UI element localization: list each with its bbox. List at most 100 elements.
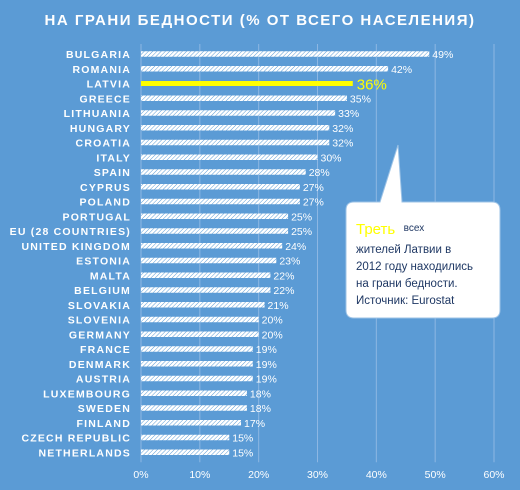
value-label: 27% xyxy=(303,197,324,209)
category-label: SLOVENIA xyxy=(68,315,131,327)
bar-latvia xyxy=(141,81,353,86)
value-label: 25% xyxy=(291,211,312,223)
callout-line-3: 2012 году находились xyxy=(356,261,473,273)
value-label: 19% xyxy=(256,374,277,386)
bar-finland xyxy=(141,420,242,426)
value-label: 24% xyxy=(285,241,306,253)
callout-line-2: жителей Латвии в xyxy=(356,244,451,256)
category-label: ITALY xyxy=(96,152,131,164)
category-label: SWEDEN xyxy=(78,403,131,415)
category-label: CROATIA xyxy=(76,138,131,150)
category-label: LITHUANIA xyxy=(64,108,131,120)
bar-luxembourg xyxy=(141,390,247,396)
bar-eu-28-countries xyxy=(141,228,289,234)
category-label: CZECH REPUBLIC xyxy=(21,433,131,445)
value-label: 22% xyxy=(273,285,294,297)
value-label: 25% xyxy=(291,226,312,238)
bar-netherlands xyxy=(141,449,230,455)
chart-bars xyxy=(141,51,430,455)
bar-italy xyxy=(141,154,318,160)
category-label: POLAND xyxy=(79,197,131,209)
x-tick-label: 30% xyxy=(307,469,328,481)
bar-belgium xyxy=(141,287,271,293)
category-label: FRANCE xyxy=(80,344,131,356)
category-label: MALTA xyxy=(90,270,131,282)
bar-france xyxy=(141,346,253,352)
category-label: EU (28 COUNTRIES) xyxy=(10,226,131,238)
bar-denmark xyxy=(141,361,253,367)
category-label: LATVIA xyxy=(87,79,131,91)
bar-united-kingdom xyxy=(141,243,283,249)
bar-germany xyxy=(141,331,259,337)
value-label: 28% xyxy=(309,167,330,179)
category-label: GERMANY xyxy=(69,329,131,341)
value-label: 35% xyxy=(350,93,371,105)
x-tick-label: 10% xyxy=(189,469,210,481)
category-label: HUNGARY xyxy=(70,123,131,135)
value-label: 30% xyxy=(321,152,342,164)
value-label: 18% xyxy=(250,403,271,415)
bar-austria xyxy=(141,375,253,382)
value-label: 42% xyxy=(391,64,412,76)
category-label: DENMARK xyxy=(69,359,131,371)
category-label: UNITED KINGDOM xyxy=(21,241,131,253)
bar-malta xyxy=(141,272,271,278)
value-label: 49% xyxy=(432,49,453,61)
bar-sweden xyxy=(141,405,247,411)
value-label: 19% xyxy=(256,359,277,371)
callout-line1-rest: всех xyxy=(404,223,425,234)
value-label: 21% xyxy=(268,300,289,312)
bar-lithuania xyxy=(141,110,336,116)
value-label: 15% xyxy=(232,447,253,459)
value-label: 20% xyxy=(262,329,283,341)
bar-estonia xyxy=(141,257,277,264)
x-tick-label: 60% xyxy=(483,469,504,481)
value-label: 18% xyxy=(250,388,271,400)
bar-slovenia xyxy=(141,316,259,323)
value-label: 20% xyxy=(262,315,283,327)
category-label: GREECE xyxy=(79,93,131,105)
bar-spain xyxy=(141,169,306,175)
chart-title: НА ГРАНИ БЕДНОСТИ (% ОТ ВСЕГО НАСЕЛЕНИЯ) xyxy=(45,12,476,29)
bar-croatia xyxy=(141,139,330,146)
category-label: FINLAND xyxy=(77,418,131,430)
category-label: AUSTRIA xyxy=(76,374,131,386)
value-label: 15% xyxy=(232,433,253,445)
callout-line-5: Источник: Eurostat xyxy=(356,295,455,307)
bar-poland xyxy=(141,198,300,205)
callout-line-1: Треть всех xyxy=(356,221,424,238)
bar-slovakia xyxy=(141,302,265,308)
bar-hungary xyxy=(141,125,330,131)
value-label: 33% xyxy=(338,108,359,120)
category-label: SPAIN xyxy=(94,167,131,179)
bar-portugal xyxy=(141,213,289,219)
x-tick-label: 40% xyxy=(366,469,387,481)
value-label: 32% xyxy=(332,138,353,150)
category-label: BULGARIA xyxy=(66,49,131,61)
callout-bubble xyxy=(345,144,501,319)
value-label: 36% xyxy=(357,77,387,94)
bar-czech-republic xyxy=(141,434,230,441)
category-label: CYPRUS xyxy=(80,182,131,194)
bar-cyprus xyxy=(141,184,300,190)
category-labels: BULGARIA ROMANIA LATVIA GREECE LITHUANIA HUNG… xyxy=(10,49,131,459)
category-label: LUXEMBOURG xyxy=(43,388,131,400)
value-label: 19% xyxy=(256,344,277,356)
bar-bulgaria xyxy=(141,51,430,57)
value-label: 23% xyxy=(279,256,300,268)
value-label: 17% xyxy=(244,418,265,430)
bar-romania xyxy=(141,66,389,72)
category-label: NETHERLANDS xyxy=(38,447,131,459)
x-tick-label: 50% xyxy=(425,469,446,481)
value-label: 32% xyxy=(332,123,353,135)
category-label: ESTONIA xyxy=(76,256,131,268)
x-tick-label: 0% xyxy=(133,469,148,481)
value-label: 27% xyxy=(303,182,324,194)
value-label: 22% xyxy=(273,270,294,282)
callout-line-4: на грани бедности. xyxy=(356,278,458,290)
category-label: ROMANIA xyxy=(72,64,131,76)
callout-lead: Треть xyxy=(356,221,395,238)
bar-greece xyxy=(141,95,347,101)
category-label: SLOVAKIA xyxy=(68,300,131,312)
